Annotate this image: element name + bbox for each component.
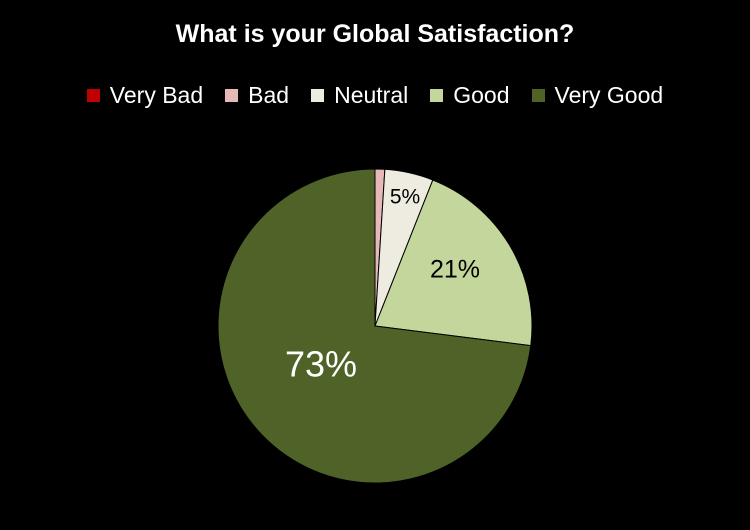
legend-swatch-very-good (531, 89, 545, 102)
legend-label-bad: Bad (248, 82, 290, 108)
data-label-very-good: 73% (285, 344, 357, 385)
legend-swatch-neutral (311, 89, 325, 102)
legend: Very Bad Bad Neutral Good Very Good (0, 82, 750, 109)
legend-item-bad: Bad (225, 82, 289, 109)
data-label-good: 21% (430, 256, 480, 284)
legend-label-neutral: Neutral (334, 82, 409, 108)
legend-swatch-very-bad (86, 89, 100, 102)
legend-item-good: Good (430, 82, 510, 109)
legend-label-very-bad: Very Bad (109, 82, 204, 108)
pie-slice-very-good (217, 168, 532, 484)
legend-item-very-good: Very Good (531, 82, 664, 109)
legend-label-very-good: Very Good (554, 82, 664, 108)
legend-swatch-good (430, 89, 444, 102)
data-label-neutral: 5% (390, 186, 420, 209)
legend-swatch-bad (225, 89, 239, 102)
pie-slice-good (374, 179, 533, 347)
legend-label-good: Good (453, 82, 510, 108)
chart-title: What is your Global Satisfaction? (175, 20, 575, 48)
legend-item-very-bad: Very Bad (86, 82, 204, 109)
legend-item-neutral: Neutral (311, 82, 408, 109)
